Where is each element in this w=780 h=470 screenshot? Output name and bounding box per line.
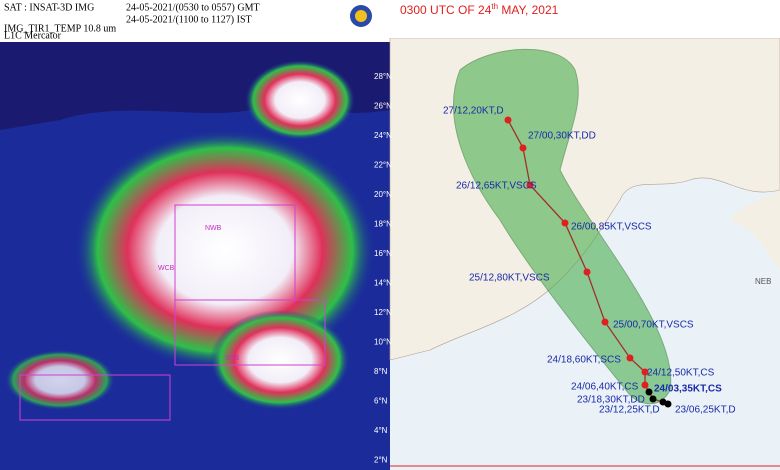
latitude-label: 8°N [374, 367, 388, 376]
track-label: 27/00,30KT,DD [528, 131, 596, 142]
track-point [626, 354, 634, 362]
latitude-label: 28°N [374, 72, 392, 81]
latitude-label: 6°N [374, 397, 388, 406]
track-label: 26/12,65KT,VSCS [456, 181, 537, 192]
title-band [390, 0, 780, 38]
time-line: 24-05-2021/(1100 to 1127) IST [126, 14, 252, 25]
track-point [641, 381, 649, 389]
header-line: IMG_TIR1_TEMP 10.8 um [4, 23, 116, 34]
track-label: 24/12,50KT,CS [647, 368, 715, 379]
track-label: 24/18,60KT,SCS [547, 355, 621, 366]
latitude-label: 26°N [374, 102, 392, 111]
track-point [641, 368, 649, 376]
track-label: 24/03,35KT,CS [654, 384, 722, 395]
latitude-label: 16°N [374, 249, 392, 258]
logo [350, 5, 372, 27]
latitude-label: 18°N [374, 220, 392, 229]
latitude-label: 10°N [374, 338, 392, 347]
track-point [526, 181, 534, 189]
latitude-label: 24°N [374, 131, 392, 140]
track-point [601, 318, 609, 326]
track-point [664, 400, 672, 408]
forecast-cone [453, 48, 672, 405]
track-label: 23/12,25KT,D [599, 405, 660, 416]
track-label: 24/06,40KT,CS [571, 382, 639, 393]
latitude-label: 2°N [374, 456, 388, 465]
sea-label: NEB [755, 277, 771, 286]
cloud-mass [245, 60, 355, 140]
track-label: 23/18,30KT,DD [577, 395, 645, 406]
header-band [0, 0, 390, 42]
latitude-label: 4°N [374, 426, 388, 435]
track-point [504, 116, 512, 124]
cloud-mass [75, 130, 375, 370]
cloud-mass [210, 310, 350, 410]
latitude-label: 14°N [374, 279, 392, 288]
track-label: 27/12,20KT,D [443, 106, 504, 117]
region-label: SEB [225, 355, 239, 362]
latitude-label: 22°N [374, 161, 392, 170]
region-label: WCB [158, 265, 175, 272]
track-label: 26/00,85KT,VSCS [571, 222, 652, 233]
region-box [174, 299, 326, 366]
time-line: 24-05-2021/(0530 to 0557) GMT [126, 2, 260, 13]
track-title: 0300 UTC OF 24th MAY, 2021 [400, 2, 559, 17]
track-point [561, 219, 569, 227]
track-point [645, 388, 653, 396]
track-point [649, 395, 657, 403]
latitude-label: 12°N [374, 308, 392, 317]
track-point [519, 144, 527, 152]
header-line: SAT : INSAT-3D IMG [4, 2, 94, 13]
region-label: NWB [205, 225, 222, 232]
cloud-mass [5, 350, 115, 410]
land [730, 190, 780, 270]
latitude-label: 20°N [374, 190, 392, 199]
region-box [19, 374, 171, 421]
track-label: 25/00,70KT,VSCS [613, 320, 694, 331]
header-line: L1C Mercator [4, 30, 62, 41]
track-label: 23/06,25KT,D [675, 405, 736, 416]
track-point [583, 268, 591, 276]
track-label: 25/12,80KT,VSCS [469, 273, 550, 284]
